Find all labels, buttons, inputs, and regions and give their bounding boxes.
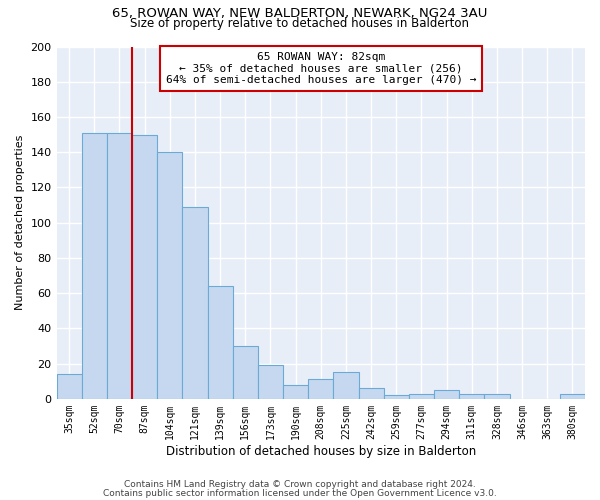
Bar — [359, 388, 383, 399]
Text: Contains HM Land Registry data © Crown copyright and database right 2024.: Contains HM Land Registry data © Crown c… — [124, 480, 476, 489]
Bar — [560, 394, 585, 399]
Bar — [56, 374, 82, 399]
Bar — [208, 286, 233, 399]
Bar — [308, 380, 334, 399]
Bar — [459, 394, 484, 399]
Bar — [182, 207, 208, 399]
Bar — [233, 346, 258, 399]
Bar — [132, 134, 157, 399]
Text: 65, ROWAN WAY, NEW BALDERTON, NEWARK, NG24 3AU: 65, ROWAN WAY, NEW BALDERTON, NEWARK, NG… — [112, 8, 488, 20]
Bar — [484, 394, 509, 399]
X-axis label: Distribution of detached houses by size in Balderton: Distribution of detached houses by size … — [166, 444, 476, 458]
Bar — [409, 394, 434, 399]
Bar — [434, 390, 459, 399]
Bar — [283, 384, 308, 399]
Bar — [383, 396, 409, 399]
Bar — [334, 372, 359, 399]
Text: 65 ROWAN WAY: 82sqm
← 35% of detached houses are smaller (256)
64% of semi-detac: 65 ROWAN WAY: 82sqm ← 35% of detached ho… — [166, 52, 476, 85]
Text: Contains public sector information licensed under the Open Government Licence v3: Contains public sector information licen… — [103, 489, 497, 498]
Bar — [258, 366, 283, 399]
Bar — [107, 133, 132, 399]
Y-axis label: Number of detached properties: Number of detached properties — [15, 135, 25, 310]
Text: Size of property relative to detached houses in Balderton: Size of property relative to detached ho… — [131, 18, 470, 30]
Bar — [157, 152, 182, 399]
Bar — [82, 133, 107, 399]
